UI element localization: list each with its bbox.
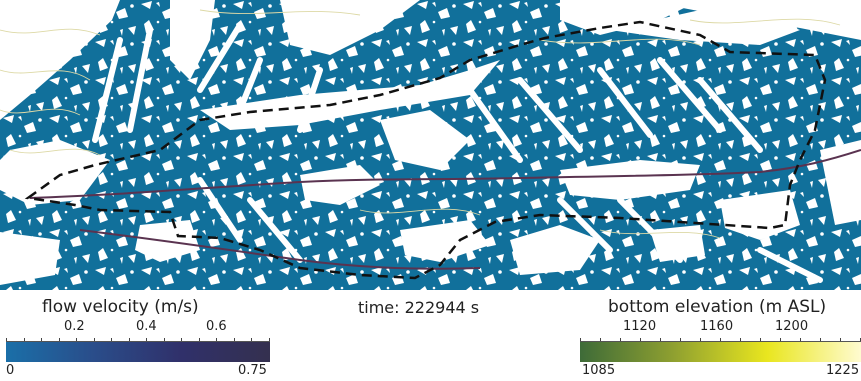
velocity-max-label: 0.75 — [238, 363, 267, 378]
river-channel — [29, 149, 861, 270]
elevation-max-label: 1225 — [826, 363, 860, 378]
elevation-contours — [0, 9, 841, 239]
velocity-legend-title: flow velocity (m/s) — [42, 297, 199, 317]
elevation-tick-marks — [580, 332, 861, 347]
flow-map[interactable] — [0, 0, 861, 290]
domain-boundary — [24, 20, 827, 280]
elevation-legend-title: bottom elevation (m ASL) — [608, 297, 827, 317]
velocity-tick-marks — [6, 332, 270, 347]
time-label: time: 222944 s — [358, 298, 480, 317]
velocity-min-label: 0 — [6, 363, 15, 378]
elevation-tick-label: 1160 — [700, 319, 734, 334]
velocity-tick-label: 0.4 — [136, 319, 157, 334]
velocity-tick-label: 0.6 — [206, 319, 227, 334]
flow-map-canvas — [0, 0, 861, 290]
elevation-colorbar — [580, 341, 861, 362]
elevation-tick-label: 1200 — [775, 319, 809, 334]
elevation-tick-label: 1120 — [623, 319, 657, 334]
velocity-colorbar — [6, 341, 270, 362]
velocity-tick-label: 0.2 — [64, 319, 85, 334]
elevation-min-label: 1085 — [582, 363, 616, 378]
dry-land-areas — [0, 0, 861, 285]
dry-streaks — [92, 22, 823, 283]
